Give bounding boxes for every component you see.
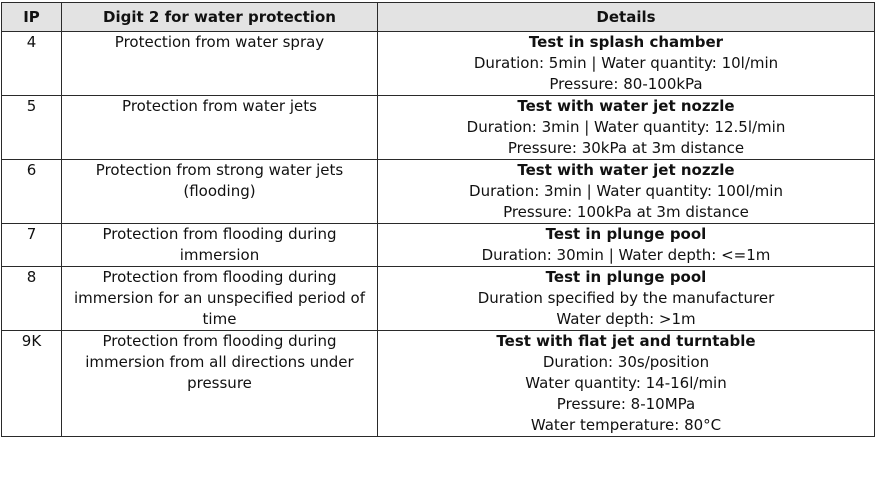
ip-code-cell: 8 [1,266,62,331]
ip-code-cell: 5 [1,95,62,160]
header-ip: IP [1,2,62,32]
test-details-cell: Test in splash chamber Duration: 5min | W… [377,31,875,96]
test-details-cell: Test with flat jet and turntable Duration… [377,330,875,437]
test-title: Test in plunge pool [545,268,707,286]
test-detail-line: Pressure: 80-100kPa [549,75,703,93]
protection-description-cell: Protection from strong water jets (flood… [61,159,378,224]
test-title: Test with water jet nozzle [517,97,735,115]
test-details-cell: Test in plunge pool Duration: 30min | Wat… [377,223,875,267]
protection-description-cell: Protection from flooding during immersio… [61,330,378,437]
test-details-cell: Test in plunge pool Duration specified by… [377,266,875,331]
test-detail-line: Pressure: 100kPa at 3m distance [503,203,749,221]
protection-description-cell: Protection from water spray [61,31,378,96]
test-detail-line: Pressure: 8-10MPa [556,395,696,413]
header-row: IP Digit 2 for water protection Details [1,2,875,32]
test-detail-line: Duration: 5min | Water quantity: 10l/min [473,54,779,72]
test-details-cell: Test with water jet nozzle Duration: 3min… [377,95,875,160]
protection-description-cell: Protection from flooding during immersio… [61,223,378,267]
table-body: 4 Protection from water spray Test in spla… [1,31,875,437]
test-detail-line: Duration: 3min | Water quantity: 100l/mi… [469,182,783,200]
table-row: 9K Protection from flooding during immers… [1,330,875,437]
test-detail-line: Duration: 30min | Water depth: <=1m [481,246,771,264]
test-detail-line: Water quantity: 14-16l/min [525,374,727,392]
table-header: IP Digit 2 for water protection Details [1,2,875,32]
table-row: 6 Protection from strong water jets (floo… [1,159,875,224]
test-details-cell: Test with water jet nozzle Duration: 3min… [377,159,875,224]
protection-description-cell: Protection from flooding during immersio… [61,266,378,331]
test-detail-line: Duration specified by the manufacturer [477,289,775,307]
test-detail-line: Pressure: 30kPa at 3m distance [507,139,745,157]
table-row: 7 Protection from flooding during immersi… [1,223,875,267]
table-row: 8 Protection from flooding during immersi… [1,266,875,331]
header-details: Details [377,2,875,32]
ip-code-cell: 7 [1,223,62,267]
table-row: 4 Protection from water spray Test in spla… [1,31,875,96]
test-detail-line: Duration: 3min | Water quantity: 12.5l/m… [466,118,786,136]
test-title: Test with water jet nozzle [517,161,735,179]
test-title: Test in plunge pool [545,225,707,243]
test-detail-line: Water temperature: 80°C [530,416,722,434]
table-row: 5 Protection from water jets Test with wat… [1,95,875,160]
test-title: Test in splash chamber [528,33,724,51]
test-detail-line: Duration: 30s/position [542,353,710,371]
ip-code-cell: 9K [1,330,62,437]
ip-water-protection-table: IP Digit 2 for water protection Details … [1,2,875,437]
header-digit-2: Digit 2 for water protection [61,2,378,32]
protection-description-cell: Protection from water jets [61,95,378,160]
test-title: Test with flat jet and turntable [496,332,756,350]
ip-code-cell: 6 [1,159,62,224]
test-detail-line: Water depth: >1m [556,310,696,328]
ip-code-cell: 4 [1,31,62,96]
